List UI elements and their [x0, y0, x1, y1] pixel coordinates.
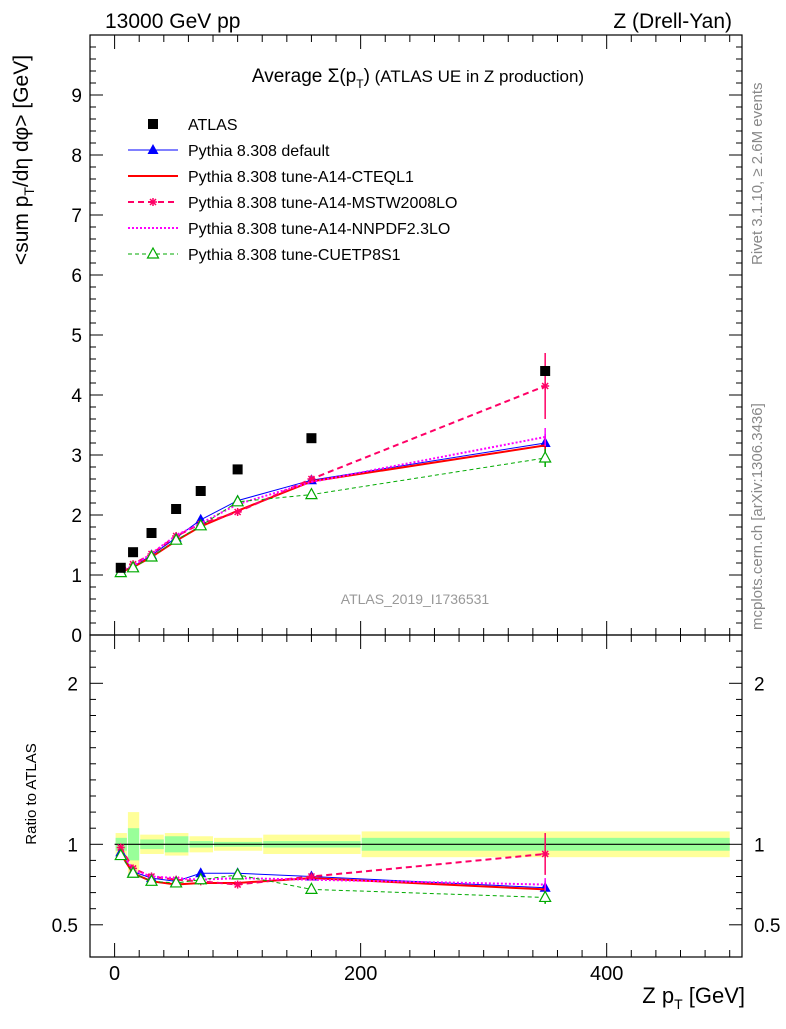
y-tick-label: 0 [71, 626, 82, 647]
mcplots-label: mcplots.cern.ch [arXiv:1306.3436] [749, 403, 766, 630]
ratio-tick-label-right: 2 [754, 674, 765, 695]
series-line-default [120, 442, 546, 572]
y-tick-label: 8 [71, 146, 82, 167]
legend-label-nnpdf: Pythia 8.308 tune-A14-NNPDF2.3LO [188, 221, 450, 238]
ratio-point-cuetp [304, 882, 318, 894]
y-axis-label: <sum pT/dη dφ> [GeV] [10, 55, 37, 265]
x-tick-label: 400 [590, 963, 623, 985]
atlas-data-point [128, 547, 139, 558]
ratio-series [114, 833, 552, 904]
legend-marker-cuetp [146, 246, 160, 259]
legend-marker-atlas [148, 119, 158, 129]
legend-label-cteql1: Pythia 8.308 tune-A14-CTEQL1 [188, 169, 414, 186]
series-point-cuetp [144, 549, 159, 562]
y-tick-label: 1 [71, 566, 82, 587]
series-point-cuetp [169, 532, 183, 545]
ratio-frame [89, 634, 743, 958]
header-left: 13000 GeV pp [105, 10, 240, 33]
series-point-mstw [233, 508, 242, 516]
y-tick-label: 4 [71, 386, 82, 407]
series-line-cuetp [120, 457, 546, 574]
chart-title: Average Σ(pT) (ATLAS UE in Z production) [252, 66, 584, 91]
ratio-point-cuetp [194, 872, 208, 885]
ratio-axis-label: Ratio to ATLAS [23, 743, 40, 844]
series-point-cuetp [538, 450, 552, 463]
ratio-point-cuetp [126, 866, 140, 878]
series-point-cuetp [304, 487, 318, 500]
series-point-mstw [541, 382, 550, 390]
legend-label-cuetp: Pythia 8.308 tune-CUETP8S1 [188, 247, 401, 264]
x-axis-label: Z pT [GeV] [642, 983, 745, 1012]
ratio-tick-label-right: 0.5 [754, 916, 780, 937]
ratio-tick-label: 0.5 [52, 916, 78, 937]
y-tick-label: 9 [71, 86, 82, 107]
ratio-ticks: 0.5 0.5 1 1 2 2 [52, 650, 780, 937]
series-line-nnpdf [120, 436, 546, 572]
main-panel: 0 1 2 3 4 5 6 7 8 9 0.5 0.5 1 1 2 2 0 200 400 Average Σ(… [52, 34, 780, 985]
ratio-point-cuetp [538, 890, 552, 903]
ratio-point-default [195, 867, 207, 878]
legend: ATLAS Pythia 8.308 default Pythia 8.308 tu… [128, 117, 457, 264]
atlas-data-point [306, 433, 317, 444]
legend-label-default: Pythia 8.308 default [188, 143, 330, 160]
atlas-data-point [232, 464, 243, 475]
legend-marker-default [147, 144, 159, 154]
ratio-point-mstw [233, 880, 242, 889]
ratio-point-mstw [307, 872, 316, 881]
main-ticks: 0 1 2 3 4 5 6 7 8 9 [71, 46, 742, 647]
legend-marker-mstw [149, 198, 157, 206]
legend-label-atlas: ATLAS [188, 117, 238, 134]
ratio-tick-label: 2 [67, 674, 78, 695]
y-tick-label: 2 [71, 506, 82, 527]
legend-label-mstw: Pythia 8.308 tune-A14-MSTW2008LO [188, 195, 457, 212]
y-tick-label: 7 [71, 206, 82, 227]
analysis-watermark: ATLAS_2019_I1736531 [341, 591, 490, 607]
ratio-point-mstw [541, 849, 550, 858]
series-point-cuetp [231, 494, 245, 507]
ratio-point-cuetp [144, 874, 159, 886]
atlas-data-point [171, 504, 182, 514]
ratio-line-mstw [119, 847, 546, 886]
x-tick-label: 0 [109, 963, 120, 985]
ratio-point-cuetp [169, 875, 183, 888]
ratio-tick-label-right: 1 [754, 835, 765, 856]
ratio-tick-label: 1 [67, 835, 78, 856]
ratio-point-cuetp [231, 867, 245, 880]
atlas-data-point [540, 366, 551, 376]
ratio-bands [114, 812, 730, 877]
series-point-cuetp [194, 518, 208, 531]
series-line-cteql1 [120, 444, 546, 573]
ratio-point-cuetp [114, 848, 128, 861]
y-tick-label: 3 [71, 446, 82, 467]
x-ticks: 0 200 400 [109, 35, 731, 985]
rivet-label: Rivet 3.1.10, ≥ 2.6M events [749, 83, 766, 266]
atlas-data-point [195, 486, 206, 496]
header-right: Z (Drell-Yan) [613, 10, 732, 33]
y-tick-label: 6 [71, 266, 82, 287]
atlas-data-point [146, 528, 157, 538]
y-tick-label: 5 [71, 326, 82, 347]
ratio-line-cuetp [120, 855, 546, 898]
x-tick-label: 200 [344, 963, 377, 985]
series-point-cuetp [126, 560, 140, 573]
atlas-data-point [115, 562, 126, 573]
main-series [114, 353, 552, 578]
